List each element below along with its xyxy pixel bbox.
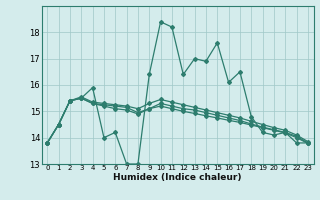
X-axis label: Humidex (Indice chaleur): Humidex (Indice chaleur): [113, 173, 242, 182]
